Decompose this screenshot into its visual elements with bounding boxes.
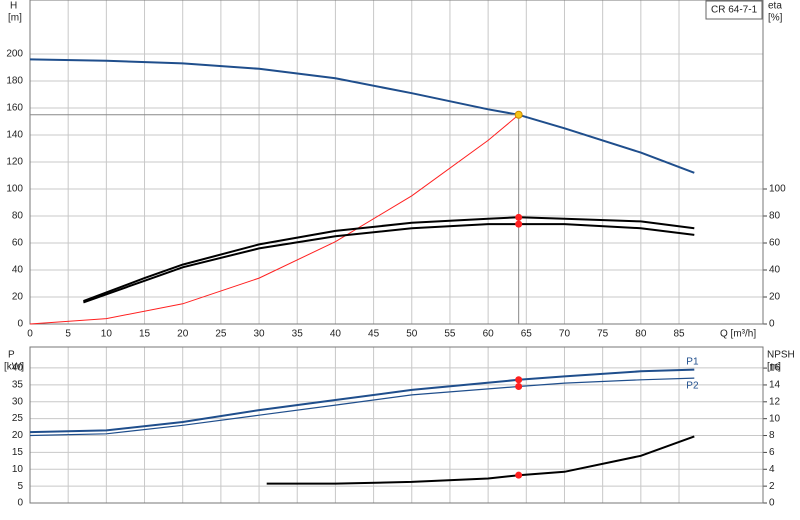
operating-point [515,383,523,391]
y2-tick-label: 80 [769,211,781,222]
y-tick-label: 60 [12,238,24,249]
series-line [83,223,695,304]
x-tick-label: 60 [483,329,495,340]
y2-unit: [%] [768,13,783,24]
x-tick-label: 10 [101,329,113,340]
operating-point [515,376,523,384]
y-tick-label: 180 [6,76,23,87]
y2-tick-label: 0 [769,498,775,509]
y-label: H [10,1,17,12]
y-tick-label: 160 [6,103,23,114]
y2-tick-label: 10 [769,413,781,424]
y2-tick-label: 6 [769,447,775,458]
y-tick-label: 100 [6,184,23,195]
series-line [266,435,695,485]
x-tick-label: 20 [177,329,189,340]
y-tick-label: 0 [17,498,23,509]
x-tick-label: 75 [597,329,609,340]
x-tick-label: 40 [330,329,342,340]
y-tick-label: 140 [6,130,23,141]
y2-tick-label: 14 [769,380,781,391]
y2-tick-label: 100 [769,184,786,195]
y-tick-label: 200 [6,49,23,60]
y-tick-label: 30 [12,396,24,407]
y2-label: NPSH [767,350,795,361]
operating-point [515,471,523,479]
y-tick-label: 0 [17,319,23,330]
x-tick-label: 80 [635,329,647,340]
plot-frame [29,346,764,504]
y2-tick-label: 40 [769,265,781,276]
x-tick-label: 65 [521,329,533,340]
y-tick-label: 20 [12,430,24,441]
y2-tick-label: 2 [769,481,775,492]
y2-label: eta [768,1,782,12]
y-tick-label: 40 [12,363,24,374]
y-tick-label: 35 [12,379,24,390]
y-tick-label: 15 [12,447,24,458]
x-tick-label: 0 [27,329,33,340]
plot-frame [29,0,764,325]
y2-tick-label: 0 [769,319,775,330]
x-tick-label: 30 [254,329,266,340]
x-tick-label: 15 [139,329,151,340]
x-tick-label: 25 [215,329,227,340]
operating-point [514,110,523,119]
x-tick-label: 45 [368,329,380,340]
series-line [29,58,695,174]
operating-point [515,213,523,221]
x-tick-label: 35 [292,329,304,340]
y-tick-label: 5 [17,481,23,492]
y2-tick-label: 4 [769,464,775,475]
y2-unit: [m] [767,362,781,373]
series-line [29,114,520,325]
y2-tick-label: 16 [769,363,781,374]
title-box [705,0,763,20]
x-label: Q [m³/h] [720,329,756,340]
x-tick-label: 5 [65,329,71,340]
legend-label: P1 [686,356,699,367]
y-tick-label: 40 [12,265,24,276]
y2-tick-label: 60 [769,238,781,249]
y2-tick-label: 8 [769,430,775,441]
y2-tick-label: 12 [769,396,781,407]
x-tick-label: 55 [444,329,456,340]
series-line [29,377,695,437]
y-tick-label: 20 [12,292,24,303]
y-label: P [8,350,15,361]
series-line [83,216,695,303]
y-tick-label: 10 [12,464,24,475]
chart-title: CR 64-7-1 [711,5,758,16]
series-line [29,368,695,434]
y-unit: [m] [8,13,22,24]
legend-label: P2 [686,381,699,392]
y2-tick-label: 20 [769,292,781,303]
x-tick-label: 70 [559,329,571,340]
x-tick-label: 85 [673,329,685,340]
y-tick-label: 25 [12,413,24,424]
y-tick-label: 80 [12,211,24,222]
operating-point [515,220,523,228]
x-tick-label: 50 [406,329,418,340]
y-tick-label: 120 [6,157,23,168]
y-unit: [kW] [4,362,24,373]
